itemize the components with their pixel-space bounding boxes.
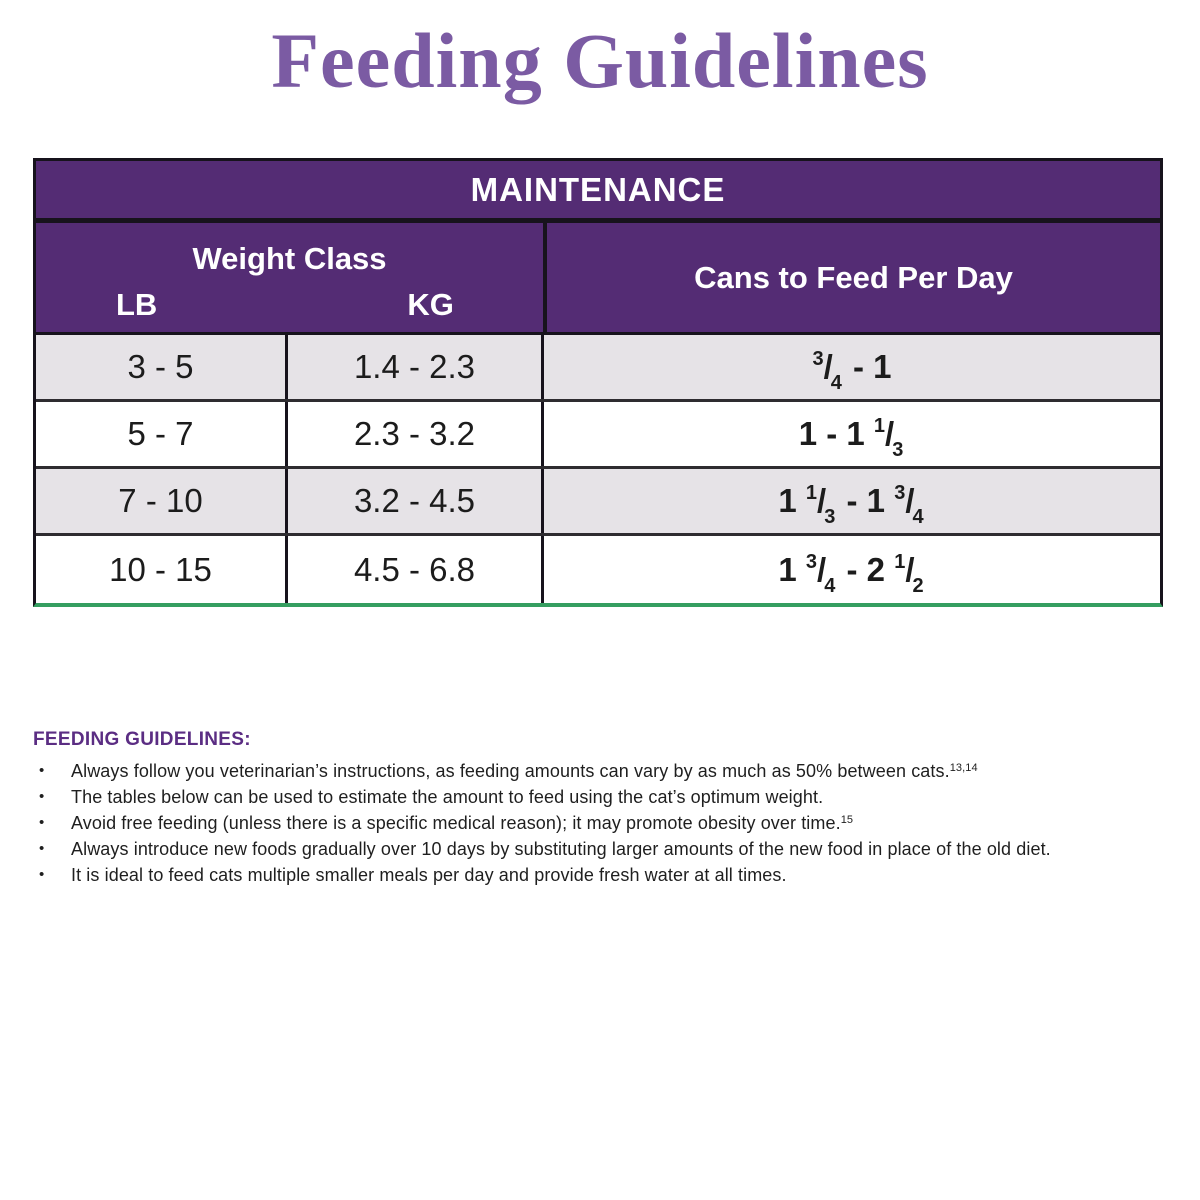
table-row: 7 - 10 3.2 - 4.5 1 1/3 - 1 3/4 [36, 469, 1160, 536]
guideline-bullet-item: • Avoid free feeding (unless there is a s… [33, 810, 1169, 836]
weight-class-header-cell: Weight Class LB KG [36, 223, 547, 332]
cell-weight-lb: 3 - 5 [36, 335, 288, 399]
weight-class-label: Weight Class [192, 241, 387, 276]
guideline-bullet-item: • The tables below can be used to estimat… [33, 784, 1169, 810]
cell-weight-lb: 7 - 10 [36, 469, 288, 533]
table-column-headers: Weight Class LB KG Cans to Feed Per Day [36, 223, 1160, 335]
guideline-text: Always follow you veterinarian’s instruc… [71, 761, 978, 781]
cell-weight-lb: 10 - 15 [36, 536, 288, 603]
cell-weight-kg: 2.3 - 3.2 [288, 402, 544, 466]
guideline-text: It is ideal to feed cats multiple smalle… [71, 865, 787, 885]
guidelines-heading: FEEDING GUIDELINES: [33, 729, 251, 750]
bullet-dot-icon: • [39, 866, 45, 883]
guideline-bullet-item: • It is ideal to feed cats multiple small… [33, 862, 1169, 888]
feeding-table: MAINTENANCE Weight Class LB KG Cans to F… [33, 158, 1163, 607]
cell-cans-per-day: 1 3/4 - 2 1/2 [778, 550, 924, 597]
table-row: 3 - 5 1.4 - 2.3 3/4 - 1 [36, 335, 1160, 402]
cell-weight-lb: 5 - 7 [36, 402, 288, 466]
guideline-text: Avoid free feeding (unless there is a sp… [71, 813, 854, 833]
lb-label: LB [116, 287, 158, 322]
footnote-reference: 13,14 [949, 762, 978, 774]
fraction: 1/2 [894, 550, 924, 597]
fraction: 1/3 [805, 482, 836, 528]
cans-per-day-header-cell: Cans to Feed Per Day [694, 259, 1013, 295]
kg-label: KG [407, 287, 454, 322]
bullet-dot-icon: • [39, 762, 45, 779]
cell-cans-per-day: 3/4 - 1 [812, 348, 892, 394]
bullet-dot-icon: • [39, 814, 45, 831]
page-title: Feeding Guidelines [271, 17, 929, 104]
fraction: 3/4 [805, 550, 836, 597]
guidelines-list: • Always follow you veterinarian’s instru… [33, 758, 1169, 888]
table-body: 3 - 5 1.4 - 2.3 3/4 - 1 5 - 7 2.3 - 3.2 1 - 1… [36, 335, 1160, 603]
fraction: 1/3 [873, 415, 904, 461]
fraction: 3/4 [894, 482, 924, 528]
bullet-dot-icon: • [39, 788, 45, 805]
guideline-text: Always introduce new foods gradually ove… [71, 839, 1051, 859]
cell-weight-kg: 1.4 - 2.3 [288, 335, 544, 399]
cell-weight-kg: 4.5 - 6.8 [288, 536, 544, 603]
table-title-maintenance: MAINTENANCE [36, 161, 1160, 223]
cell-cans-per-day: 1 1/3 - 1 3/4 [778, 482, 924, 528]
table-row: 5 - 7 2.3 - 3.2 1 - 1 1/3 [36, 402, 1160, 469]
fraction: 3/4 [812, 348, 842, 394]
footnote-reference: 15 [840, 814, 854, 826]
weight-class-units: LB KG [36, 287, 543, 323]
table-row: 10 - 15 4.5 - 6.8 1 3/4 - 2 1/2 [36, 536, 1160, 603]
guideline-bullet-item: • Always introduce new foods gradually ov… [33, 836, 1169, 862]
bullet-dot-icon: • [39, 840, 45, 857]
cell-weight-kg: 3.2 - 4.5 [288, 469, 544, 533]
guideline-bullet-item: • Always follow you veterinarian’s instru… [33, 758, 1169, 784]
cell-cans-per-day: 1 - 1 1/3 [798, 415, 904, 461]
guideline-text: The tables below can be used to estimate… [71, 787, 824, 807]
guidelines-section: FEEDING GUIDELINES: • Always follow you v… [33, 729, 1169, 888]
